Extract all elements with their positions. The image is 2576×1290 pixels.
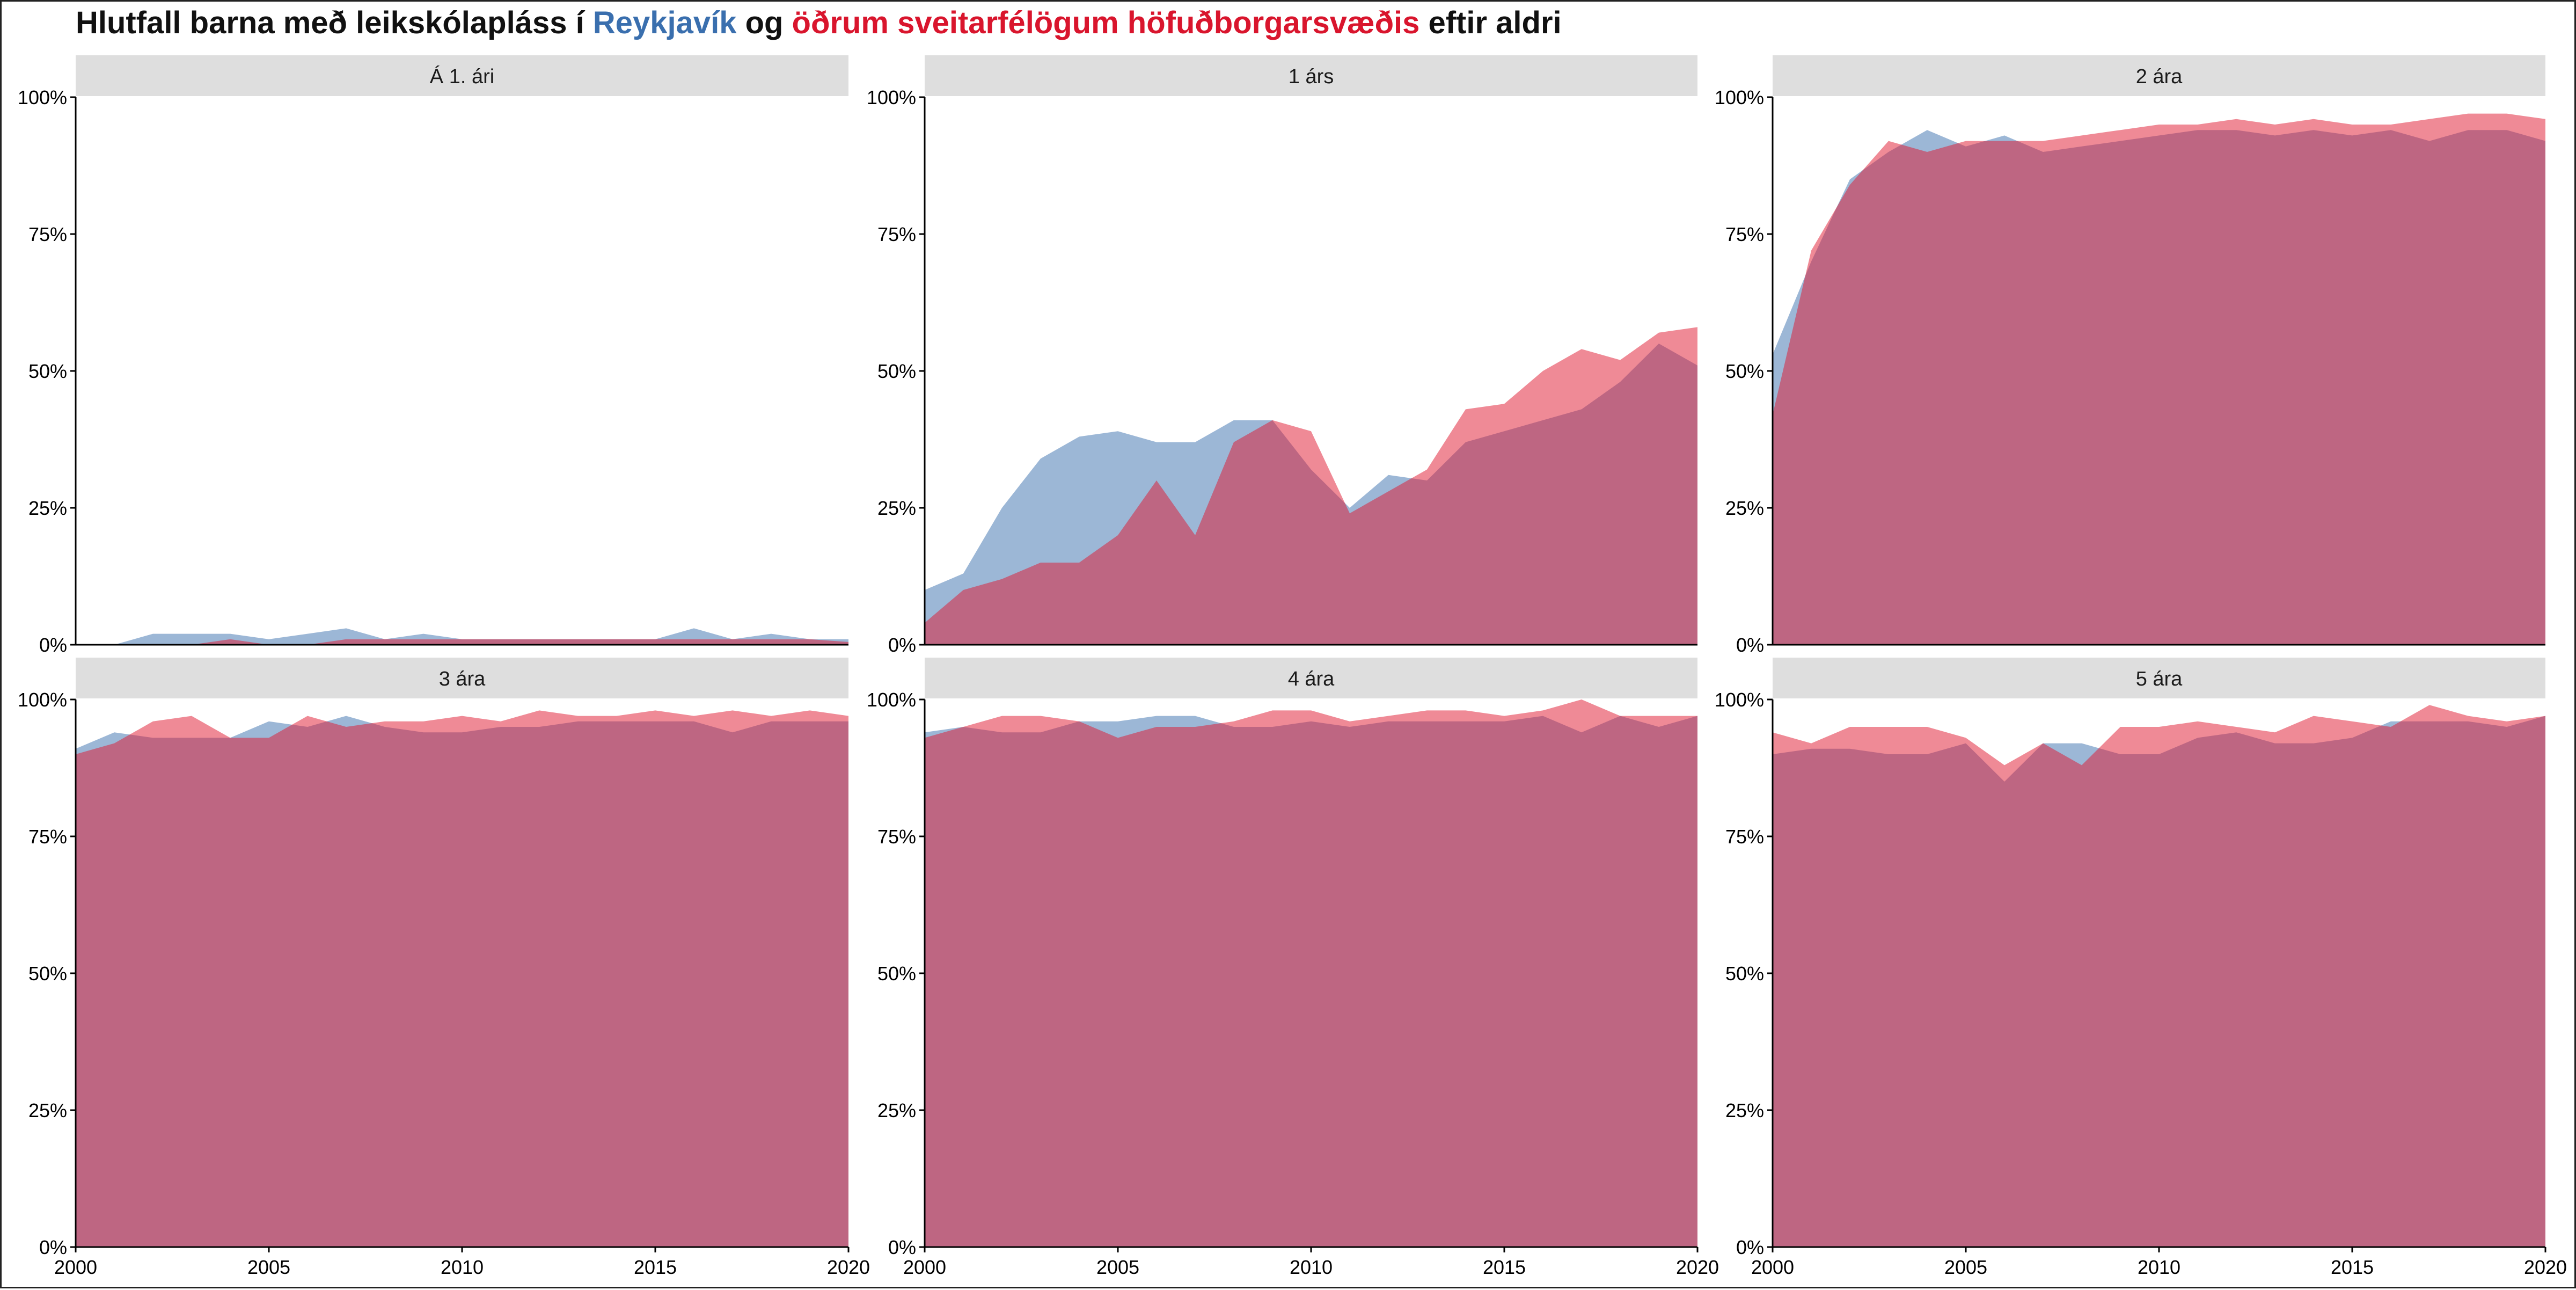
area-others — [76, 710, 848, 1247]
title-reykjavik: Reykjavík — [592, 5, 737, 40]
facet-strip — [76, 658, 848, 698]
facet-strip-label: 2 ára — [2136, 65, 2183, 88]
y-tick-label: 25% — [1725, 497, 1764, 519]
facet-panel: 2 ára 0% 25% 50% 75% 100% — [1715, 55, 2545, 656]
y-tick-label: 50% — [877, 963, 916, 985]
y-tick-label: 25% — [1725, 1099, 1764, 1121]
y-tick-label: 25% — [28, 1099, 67, 1121]
x-tick-label: 2015 — [634, 1256, 677, 1278]
y-tick-label: 0% — [1736, 1236, 1764, 1258]
y-tick-label: 25% — [28, 497, 67, 519]
chart-title: Hlutfall barna með leikskólapláss í Reyk… — [76, 5, 1562, 41]
x-tick-label: 2000 — [903, 1256, 946, 1278]
y-tick-label: 0% — [39, 1236, 67, 1258]
y-tick-label: 0% — [888, 1236, 916, 1258]
x-tick-label: 2005 — [247, 1256, 290, 1278]
facet-strip — [925, 55, 1697, 96]
area-others — [925, 699, 1697, 1247]
facet-panel: Á 1. ári 0% 25% 50% 75% 100% — [18, 55, 848, 656]
y-tick-label: 75% — [877, 223, 916, 245]
facet-strip — [76, 55, 848, 96]
y-tick-label: 50% — [28, 963, 67, 985]
facet-strip — [1773, 658, 2545, 698]
area-others — [925, 327, 1697, 645]
y-tick-label: 25% — [877, 1099, 916, 1121]
y-tick-label: 25% — [877, 497, 916, 519]
y-tick-label: 50% — [28, 360, 67, 382]
title-part-1: Hlutfall barna með leikskólapláss í — [76, 5, 593, 40]
y-tick-label: 100% — [867, 86, 916, 108]
facet-panel: 5 ára 0% 25% 50% 75% 100% 2000 2005 2010 2015 2020 — [1715, 658, 2567, 1278]
y-tick-label: 0% — [39, 634, 67, 656]
x-tick-label: 2015 — [2331, 1256, 2374, 1278]
facet-strip — [925, 658, 1697, 698]
y-tick-label: 100% — [1715, 86, 1764, 108]
y-tick-label: 75% — [877, 826, 916, 848]
area-others — [1773, 113, 2545, 645]
y-tick-label: 50% — [1725, 360, 1764, 382]
y-tick-label: 100% — [18, 86, 67, 108]
x-tick-label: 2010 — [441, 1256, 484, 1278]
facet-strip-label: 1 árs — [1289, 65, 1334, 88]
x-tick-label: 2015 — [1483, 1256, 1526, 1278]
y-tick-label: 75% — [28, 826, 67, 848]
facet-strip-label: Á 1. ári — [430, 65, 494, 88]
title-part-3: eftir aldri — [1419, 5, 1562, 40]
x-tick-label: 2005 — [1944, 1256, 1987, 1278]
x-tick-label: 2010 — [2138, 1256, 2180, 1278]
x-tick-label: 2000 — [54, 1256, 97, 1278]
area-others — [76, 639, 848, 645]
x-tick-label: 2020 — [827, 1256, 870, 1278]
x-tick-label: 2010 — [1290, 1256, 1333, 1278]
y-tick-label: 75% — [1725, 223, 1764, 245]
x-tick-label: 2000 — [1751, 1256, 1794, 1278]
facet-strip-label: 5 ára — [2136, 668, 2183, 690]
x-tick-label: 2020 — [2524, 1256, 2567, 1278]
x-tick-label: 2020 — [1676, 1256, 1719, 1278]
y-tick-label: 100% — [18, 689, 67, 711]
facet-panel: 3 ára 0% 25% 50% 75% 100% 2000 2005 2010 2015 2020 — [18, 658, 870, 1278]
y-tick-label: 0% — [888, 634, 916, 656]
area-others — [1773, 705, 2545, 1247]
facet-panel: 4 ára 0% 25% 50% 75% 100% 2000 2005 2010 2015 2020 — [867, 658, 1719, 1278]
y-tick-label: 50% — [1725, 963, 1764, 985]
y-tick-label: 0% — [1736, 634, 1764, 656]
title-others: öðrum sveitarfélögum höfuðborgarsvæðis — [792, 5, 1420, 40]
y-tick-label: 50% — [877, 360, 916, 382]
facet-panel: 1 árs 0% 25% 50% 75% 100% — [867, 55, 1697, 656]
title-part-2: og — [736, 5, 792, 40]
y-tick-label: 100% — [1715, 689, 1764, 711]
y-tick-label: 75% — [28, 223, 67, 245]
y-tick-label: 100% — [867, 689, 916, 711]
facet-strip — [1773, 55, 2545, 96]
facet-strip-label: 4 ára — [1288, 668, 1335, 690]
facet-strip-label: 3 ára — [439, 668, 486, 690]
y-tick-label: 75% — [1725, 826, 1764, 848]
x-tick-label: 2005 — [1096, 1256, 1139, 1278]
